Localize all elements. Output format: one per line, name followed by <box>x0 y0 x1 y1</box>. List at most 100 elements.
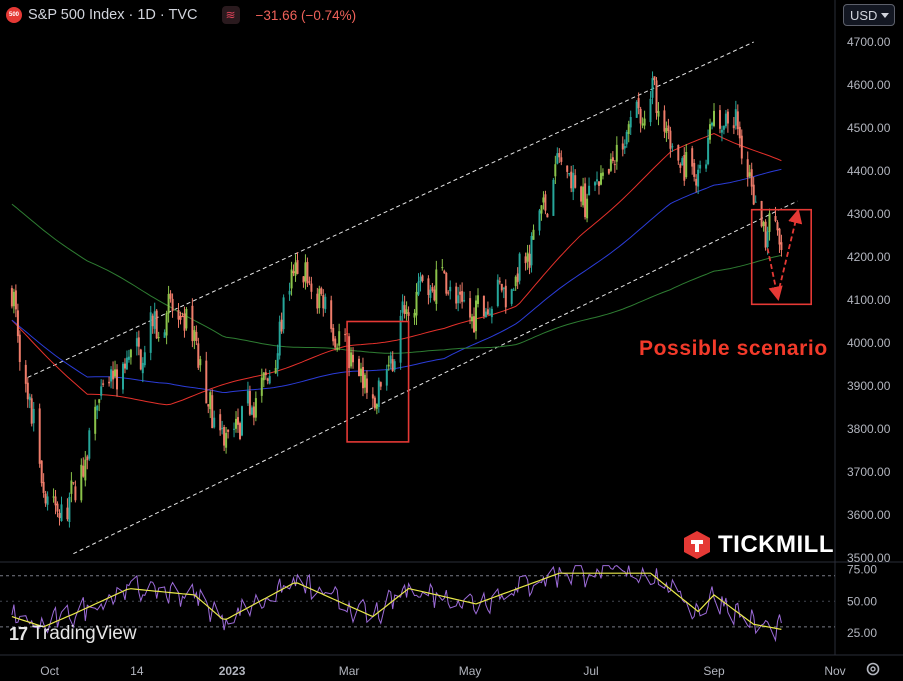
candle-body <box>125 357 128 370</box>
channel-upper-line <box>27 41 754 378</box>
candle-body <box>129 349 132 358</box>
tradingview-logo: 17 TradingView <box>9 623 137 645</box>
candle-body <box>332 327 335 342</box>
candle-body <box>613 164 616 166</box>
price-tick-label: 4300.00 <box>847 207 891 221</box>
candle-body <box>764 221 767 248</box>
candle-body <box>86 456 89 461</box>
candle-body <box>114 369 116 377</box>
scenario-arrow-2 <box>776 208 803 296</box>
candle-body <box>98 399 101 403</box>
candle-body <box>752 184 755 205</box>
ma-green-line <box>11 203 782 354</box>
gear-icon[interactable] <box>864 660 882 678</box>
candle-body <box>405 309 408 314</box>
candle-body <box>415 291 418 316</box>
currency-selector[interactable]: USD <box>843 4 895 26</box>
candle-body <box>302 276 305 283</box>
rsi-tick-label: 25.00 <box>847 626 877 640</box>
candle-body <box>459 291 462 295</box>
candle-body <box>679 164 682 168</box>
candle-body <box>183 313 186 331</box>
price-tick-label: 3700.00 <box>847 465 891 479</box>
candle-body <box>16 310 19 337</box>
tradingview-mark-icon: 17 <box>9 623 28 644</box>
indicator-wave-icon[interactable]: ≋ <box>221 6 240 24</box>
candle-body <box>46 496 49 505</box>
candle-body <box>371 394 374 399</box>
candle-body <box>246 390 249 404</box>
candle-body <box>143 352 146 366</box>
candle-body <box>663 110 666 132</box>
candle-body <box>401 301 404 313</box>
candle-body <box>276 353 279 369</box>
symbol-title[interactable]: S&P 500 Index · 1D · TVC <box>28 7 198 23</box>
candle-body <box>738 126 741 139</box>
tradingview-wordmark: TradingView <box>32 623 137 644</box>
candle-body <box>588 185 591 196</box>
candle-body <box>274 368 277 374</box>
candle-body <box>268 376 271 384</box>
candle-body <box>433 289 436 301</box>
tickmill-mark-icon <box>684 531 710 559</box>
symbol-header: 500 S&P 500 Index · 1D · TVC ≋ −31.66 (−… <box>6 5 356 25</box>
candle-body <box>266 378 269 381</box>
candle-body <box>96 405 99 411</box>
candle-body <box>141 362 144 374</box>
candle-body <box>542 197 545 203</box>
candle-body <box>655 80 658 113</box>
candle-body <box>102 383 105 385</box>
candle-body <box>473 316 475 333</box>
candle-body <box>776 222 779 231</box>
candle-body <box>139 349 142 370</box>
candle-body <box>677 145 680 161</box>
candle-body <box>191 305 194 342</box>
scenario-annotation: Possible scenario <box>639 337 828 360</box>
candle-body <box>740 135 743 159</box>
candle-body <box>504 285 507 308</box>
price-tick-label: 4700.00 <box>847 35 891 49</box>
candle-body <box>653 76 656 81</box>
candle-body <box>528 253 531 268</box>
candle-body <box>181 316 184 318</box>
candle-body <box>108 381 111 384</box>
highlight-box-1 <box>346 320 410 443</box>
candle-body <box>151 315 154 327</box>
candle-body <box>348 336 351 369</box>
candle-body <box>72 482 75 484</box>
candle-body <box>572 172 575 192</box>
candle-body <box>338 331 341 346</box>
candle-body <box>393 361 396 370</box>
tickmill-logo: TICKMILL <box>682 530 834 560</box>
price-tick-label: 3900.00 <box>847 379 891 393</box>
candle-body <box>362 367 364 389</box>
candle-body <box>502 287 505 290</box>
candle-body <box>306 261 309 284</box>
candles-group <box>10 71 783 528</box>
candle-body <box>197 343 200 368</box>
chevron-down-icon <box>881 13 889 18</box>
candle-body <box>429 289 432 298</box>
candle-body <box>726 111 729 124</box>
candle-body <box>358 358 360 377</box>
candle-body <box>594 182 596 186</box>
candle-body <box>643 118 646 126</box>
candle-body <box>254 398 257 418</box>
candle-body <box>609 159 612 171</box>
candle-body <box>167 294 170 314</box>
candle-body <box>290 269 293 289</box>
candle-body <box>177 310 180 320</box>
candle-body <box>122 363 124 390</box>
candle-body <box>582 186 585 206</box>
candle-body <box>153 311 156 329</box>
rsi-tick-label: 50.00 <box>847 594 877 608</box>
symbol-badge-icon: 500 <box>6 7 22 23</box>
candle-body <box>137 337 140 347</box>
candle-body <box>671 146 674 148</box>
candle-body <box>699 164 702 169</box>
candle-body <box>100 386 103 396</box>
candle-body <box>116 369 118 390</box>
ma-blue-line <box>11 168 782 394</box>
candle-body <box>637 98 640 109</box>
